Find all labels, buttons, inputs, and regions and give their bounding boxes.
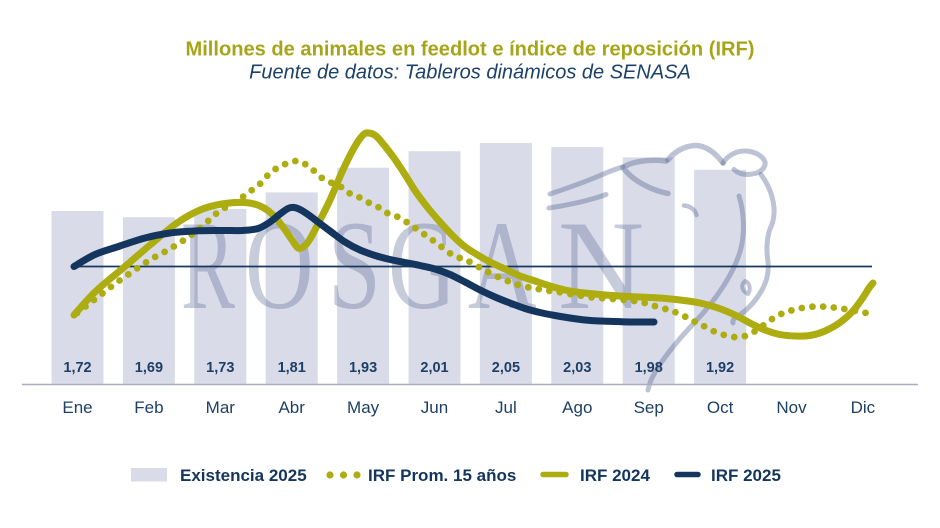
svg-text:Oct: Oct [707, 398, 734, 417]
svg-text:IRF 2025: IRF 2025 [711, 466, 781, 485]
svg-text:2,05: 2,05 [492, 360, 520, 376]
svg-text:Jun: Jun [421, 398, 448, 417]
svg-text:2,03: 2,03 [563, 360, 591, 376]
svg-text:1,93: 1,93 [349, 360, 377, 376]
svg-text:Fuente de datos: Tableros diná: Fuente de datos: Tableros dinámicos de S… [249, 62, 691, 84]
svg-text:Sep: Sep [634, 398, 664, 417]
svg-text:Millones de animales en feedlo: Millones de animales en feedlot e índice… [186, 39, 755, 61]
svg-text:IRF Prom. 15 años: IRF Prom. 15 años [368, 466, 516, 485]
svg-text:Ago: Ago [562, 398, 592, 417]
svg-text:Ene: Ene [62, 398, 92, 417]
svg-text:Mar: Mar [206, 398, 236, 417]
svg-text:Dic: Dic [851, 398, 876, 417]
svg-text:1,69: 1,69 [135, 360, 163, 376]
svg-text:Nov: Nov [776, 398, 807, 417]
svg-text:1,81: 1,81 [278, 360, 306, 376]
svg-text:1,72: 1,72 [63, 360, 91, 376]
svg-text:May: May [347, 398, 380, 417]
svg-text:Feb: Feb [134, 398, 163, 417]
svg-text:IRF 2024: IRF 2024 [580, 466, 650, 485]
svg-text:1,92: 1,92 [706, 360, 734, 376]
svg-text:1,73: 1,73 [206, 360, 234, 376]
svg-text:2,01: 2,01 [420, 360, 448, 376]
svg-text:1,98: 1,98 [635, 360, 663, 376]
svg-text:Jul: Jul [495, 398, 517, 417]
svg-text:Existencia 2025: Existencia 2025 [180, 466, 307, 485]
svg-text:Abr: Abr [278, 398, 305, 417]
